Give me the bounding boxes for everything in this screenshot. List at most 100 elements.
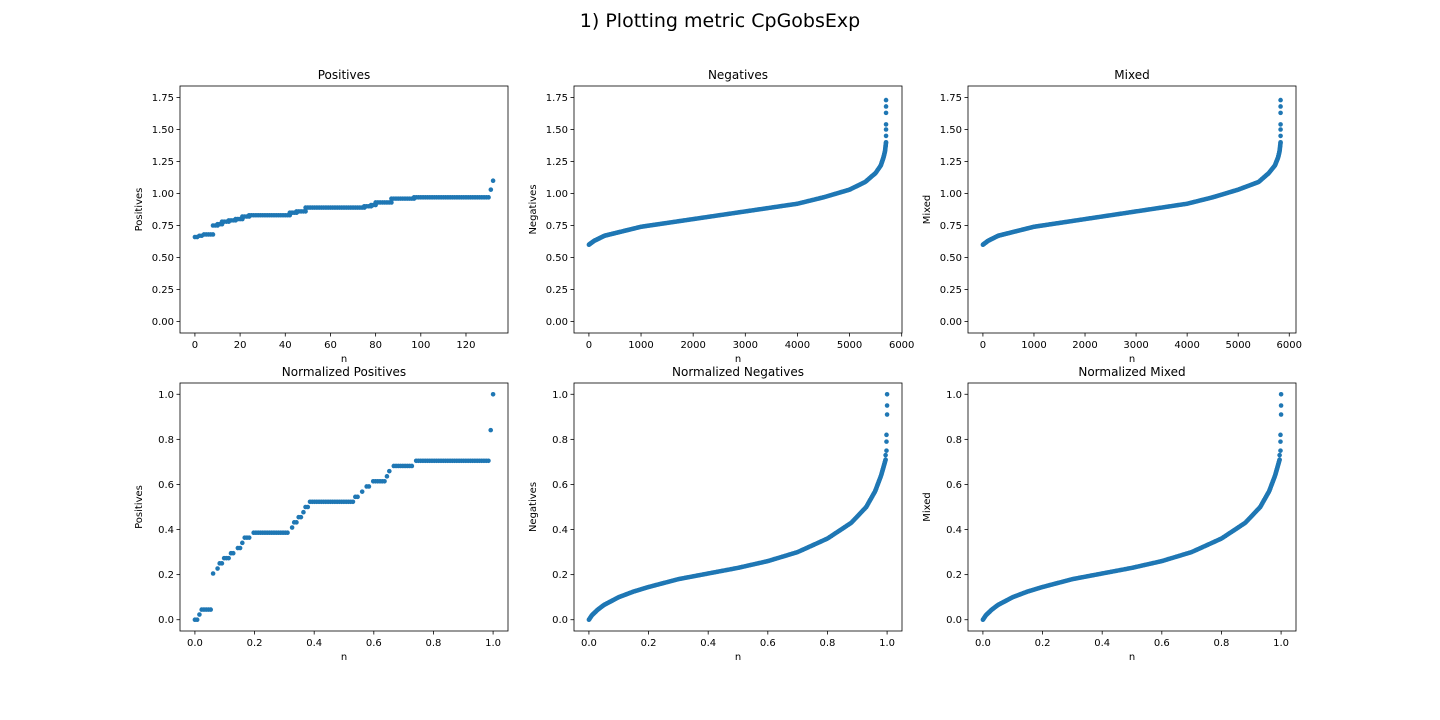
data-point	[883, 133, 889, 139]
data-point	[219, 561, 225, 566]
data-point	[490, 391, 496, 397]
data-point	[883, 110, 889, 116]
x-tick-label: 60	[324, 340, 337, 351]
x-tick-label: 0.6	[1154, 638, 1170, 649]
x-tick-label: 0.6	[760, 638, 776, 649]
y-tick-label: 0.4	[552, 525, 568, 536]
x-tick-label: 0	[980, 340, 986, 351]
y-tick-label: 0.2	[158, 570, 174, 581]
data-point	[387, 468, 392, 474]
x-tick-label: 6000	[889, 340, 914, 351]
data-point	[240, 540, 245, 546]
x-tick-label: 0.0	[187, 638, 203, 649]
y-tick-label: 1.00	[152, 189, 174, 200]
x-axis-label: n	[1129, 354, 1135, 365]
data-point	[884, 439, 889, 444]
y-tick-label: 1.75	[152, 93, 174, 104]
subplot-2: Mixed n Mixed 0 1000 2000 3000 4000 5000 6000 0.00…	[922, 68, 1302, 365]
plot-area-frame	[573, 382, 903, 632]
x-tick-label: 6000	[1277, 340, 1302, 351]
x-tick-label: 0.4	[306, 638, 322, 649]
data-point	[208, 607, 214, 612]
x-tick-label: 0.2	[1035, 638, 1051, 649]
data-point	[1278, 412, 1284, 417]
y-tick-label: 1.0	[158, 390, 174, 401]
x-tick-label: 0.8	[426, 638, 442, 649]
plot-area-frame	[967, 382, 1297, 632]
x-axis-label: n	[735, 652, 741, 663]
x-tick-label: 0.2	[247, 638, 263, 649]
plot-area-frame	[967, 85, 1297, 334]
x-tick-label: 1.0	[485, 638, 501, 649]
data-point	[884, 448, 889, 453]
x-tick-label: 100	[411, 340, 430, 351]
data-point	[1278, 432, 1283, 438]
y-tick-label: 0.6	[552, 480, 568, 491]
y-tick-label: 1.50	[546, 125, 568, 136]
subplot-4: Normalized Negatives n Negatives 0.0 0.2 0.4 0…	[528, 365, 903, 663]
plot-area-frame	[179, 85, 509, 334]
data-point	[305, 504, 311, 510]
data-point	[486, 195, 491, 200]
y-tick-label: 1.50	[940, 125, 962, 136]
subplot-title: Positives	[318, 68, 371, 82]
y-tick-label: 1.75	[940, 93, 962, 104]
y-tick-label: 0.0	[552, 615, 568, 626]
x-tick-label: 0.8	[1214, 638, 1230, 649]
data-point	[298, 514, 304, 520]
data-point	[303, 209, 308, 214]
x-axis-label: n	[1129, 652, 1135, 663]
x-tick-label: 5000	[837, 340, 862, 351]
data-point	[490, 178, 496, 183]
subplot-title: Normalized Negatives	[672, 365, 804, 379]
plot-area-frame	[573, 85, 903, 334]
data-point	[1278, 110, 1283, 116]
scatter-series	[980, 391, 1284, 623]
data-point	[883, 140, 889, 146]
data-point	[389, 200, 394, 205]
subplot-title: Normalized Positives	[282, 365, 406, 379]
data-point	[1277, 452, 1282, 458]
subplot-title: Mixed	[1114, 68, 1149, 82]
scatter-series	[980, 97, 1283, 247]
data-point	[883, 452, 888, 458]
data-point	[883, 127, 889, 132]
x-tick-label: 1000	[628, 340, 653, 351]
scatter-series	[192, 178, 496, 240]
data-point	[194, 617, 200, 623]
data-point	[226, 555, 231, 561]
data-point	[409, 463, 415, 469]
x-tick-label: 4000	[785, 340, 810, 351]
y-axis-label: Positives	[134, 188, 145, 232]
data-point	[1278, 140, 1283, 146]
y-axis-label: Mixed	[922, 492, 933, 522]
data-point	[366, 484, 372, 489]
data-point	[294, 520, 299, 525]
data-point	[382, 479, 387, 484]
data-point	[237, 545, 243, 551]
data-point	[285, 530, 290, 535]
data-point	[355, 494, 360, 500]
x-tick-label: 1000	[1021, 340, 1046, 351]
y-tick-label: 0.2	[552, 570, 568, 581]
data-point	[488, 187, 494, 192]
x-tick-label: 20	[234, 340, 247, 351]
data-point	[210, 232, 216, 237]
y-tick-label: 0.25	[152, 285, 174, 296]
subplot-title: Normalized Mixed	[1078, 365, 1185, 379]
x-tick-label: 0.0	[975, 638, 991, 649]
data-point	[1278, 448, 1283, 453]
data-point	[301, 509, 306, 515]
subplot-1: Negatives n Negatives 0 1000 2000 3000 4000 5000…	[528, 68, 914, 365]
y-tick-label: 0.0	[946, 615, 962, 626]
x-tick-label: 2000	[1072, 340, 1097, 351]
y-tick-label: 0.2	[946, 570, 962, 581]
y-axis-label: Negatives	[528, 482, 539, 532]
data-point	[1278, 133, 1283, 139]
y-tick-label: 0.25	[940, 285, 962, 296]
x-axis-label: n	[735, 354, 741, 365]
y-tick-label: 0.8	[946, 435, 962, 446]
x-tick-label: 0.2	[641, 638, 657, 649]
y-tick-label: 0.6	[946, 480, 962, 491]
y-tick-label: 0.4	[946, 525, 962, 536]
